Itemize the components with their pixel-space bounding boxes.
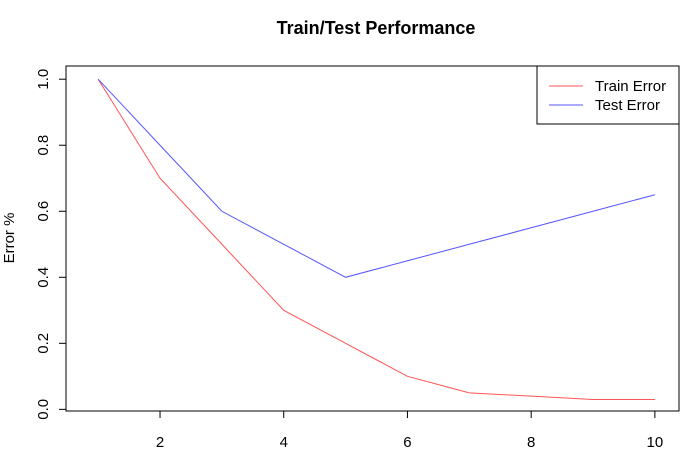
legend-label: Train Error xyxy=(595,78,666,95)
series-line xyxy=(97,78,655,400)
x-tick-label: 8 xyxy=(527,434,535,451)
legend-box xyxy=(536,65,680,125)
y-tick-label: 0.6 xyxy=(35,201,52,222)
x-tick-label: 4 xyxy=(280,434,288,451)
series-line xyxy=(97,78,656,278)
legend-label: Test Error xyxy=(595,97,660,114)
y-tick-label: 1.0 xyxy=(35,69,52,90)
y-tick-label: 0.2 xyxy=(35,333,52,354)
x-tick-label: 2 xyxy=(156,434,164,451)
x-tick-label: 6 xyxy=(403,434,411,451)
chart-title: Train/Test Performance xyxy=(277,18,476,38)
y-tick-label: 0.4 xyxy=(35,267,52,288)
y-tick-label: 0.8 xyxy=(35,135,52,156)
y-axis-label: Error % xyxy=(1,213,18,264)
y-tick-label: 0.0 xyxy=(35,399,52,420)
x-tick-label: 10 xyxy=(647,434,664,451)
